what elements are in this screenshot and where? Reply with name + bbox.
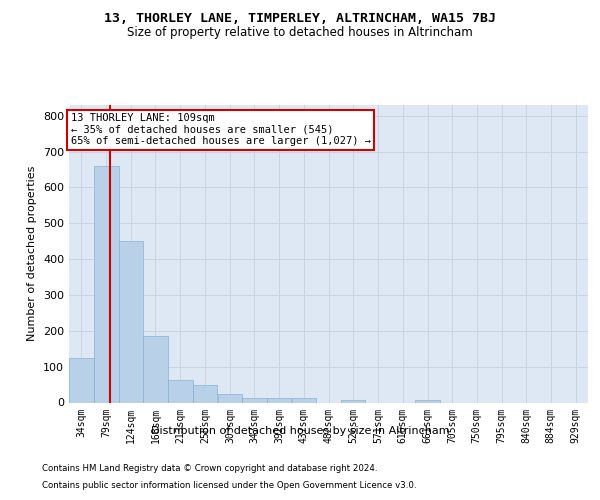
Text: Size of property relative to detached houses in Altrincham: Size of property relative to detached ho… <box>127 26 473 39</box>
Text: Distribution of detached houses by size in Altrincham: Distribution of detached houses by size … <box>151 426 449 436</box>
Bar <box>143 336 167 402</box>
Bar <box>94 166 119 402</box>
Bar <box>69 358 94 403</box>
Text: Contains public sector information licensed under the Open Government Licence v3: Contains public sector information licen… <box>42 481 416 490</box>
Bar <box>292 398 316 402</box>
Bar <box>415 400 440 402</box>
Bar <box>218 394 242 402</box>
Text: 13, THORLEY LANE, TIMPERLEY, ALTRINCHAM, WA15 7BJ: 13, THORLEY LANE, TIMPERLEY, ALTRINCHAM,… <box>104 12 496 26</box>
Y-axis label: Number of detached properties: Number of detached properties <box>28 166 37 342</box>
Bar <box>168 380 193 402</box>
Bar <box>341 400 365 402</box>
Text: 13 THORLEY LANE: 109sqm
← 35% of detached houses are smaller (545)
65% of semi-d: 13 THORLEY LANE: 109sqm ← 35% of detache… <box>71 113 371 146</box>
Bar <box>242 398 266 402</box>
Bar <box>193 386 217 402</box>
Bar <box>267 398 292 402</box>
Text: Contains HM Land Registry data © Crown copyright and database right 2024.: Contains HM Land Registry data © Crown c… <box>42 464 377 473</box>
Bar <box>119 241 143 402</box>
